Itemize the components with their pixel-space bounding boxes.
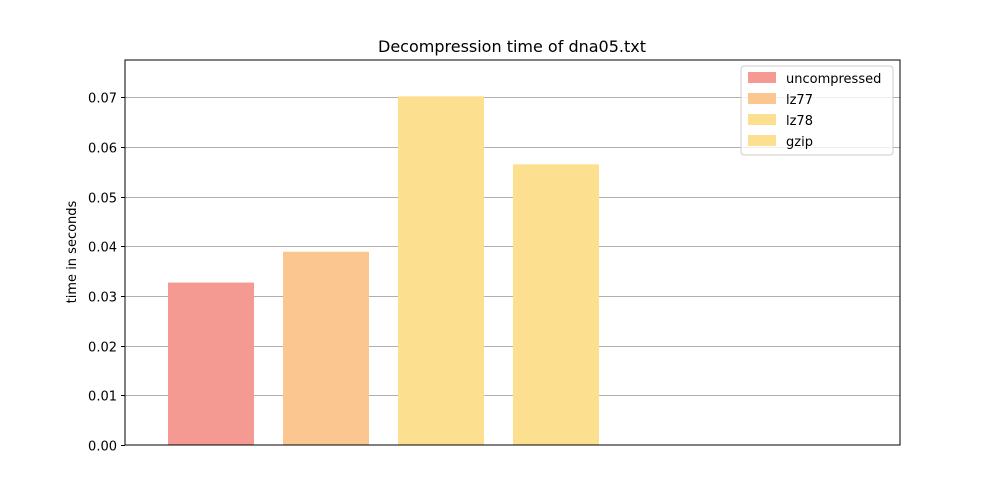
plot-area-frame (124, 59, 901, 446)
y-tick-label: 0.02 (88, 341, 117, 356)
legend-label-uncompressed: uncompressed (786, 72, 881, 87)
legend-swatch-gzip (748, 135, 776, 146)
legend-swatch-lz78 (748, 114, 776, 125)
y-tick-label: 0.06 (88, 142, 117, 157)
y-tick-label: 0.05 (88, 192, 117, 207)
bars (168, 96, 599, 446)
y-tick-label: 0.07 (88, 92, 117, 107)
legend-swatch-uncompressed (748, 72, 776, 83)
bar-gzip (513, 164, 599, 446)
bar-lz78 (398, 96, 484, 445)
gridlines (125, 97, 900, 396)
legend-swatch-lz77 (748, 93, 776, 104)
legend-label-gzip: gzip (786, 135, 813, 150)
y-tick-label: 0.03 (88, 291, 117, 306)
bar-lz77 (283, 251, 369, 445)
bar-uncompressed (168, 282, 254, 445)
legend-box (740, 65, 894, 156)
legend-label-lz78: lz78 (786, 114, 813, 129)
y-tick-label: 0.00 (88, 440, 117, 455)
y-tick-label: 0.01 (88, 390, 117, 405)
legend-label-lz77: lz77 (786, 93, 813, 108)
chart-title: Decompression time of dna05.txt (378, 37, 646, 56)
y-axis-ticks: 0.00 0.01 0.02 0.03 0.04 0.05 0.06 0.07 (88, 92, 125, 455)
y-axis-label: time in seconds (65, 200, 80, 303)
legend: uncompressed lz77 lz78 gzip (740, 65, 894, 156)
y-tick-label: 0.04 (88, 241, 117, 256)
